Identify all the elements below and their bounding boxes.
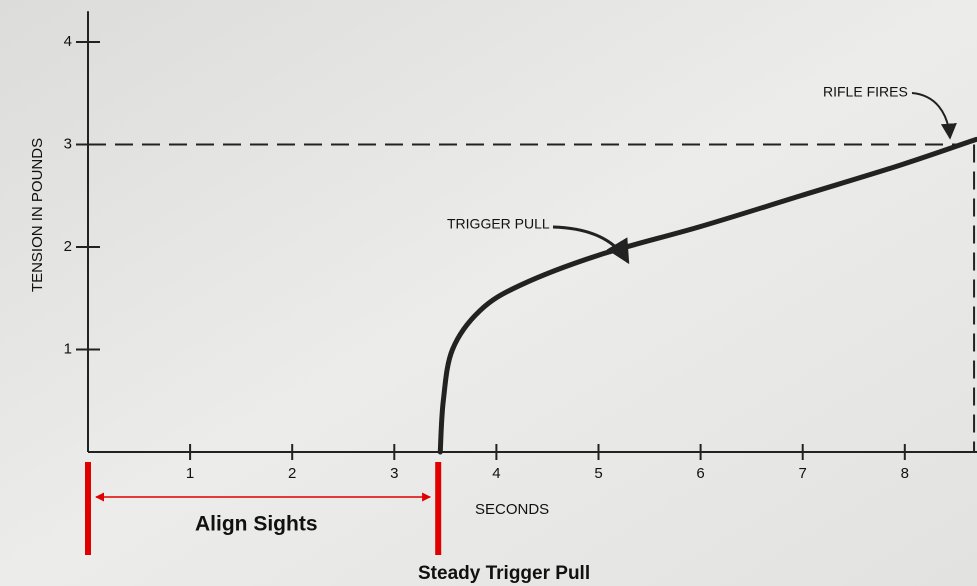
y-tick-label: 4 bbox=[64, 33, 72, 50]
x-tick-label: 1 bbox=[186, 465, 194, 482]
x-tick-label: 3 bbox=[390, 465, 398, 482]
x-axis-label: SECONDS bbox=[475, 501, 549, 518]
x-tick-label: 6 bbox=[696, 465, 704, 482]
x-tick-label: 5 bbox=[594, 465, 602, 482]
x-tick-label: 2 bbox=[288, 465, 296, 482]
y-tick-label: 3 bbox=[64, 135, 72, 152]
rifle-fires-label: RIFLE FIRES bbox=[823, 84, 908, 100]
y-axis-label: TENSION IN POUNDS bbox=[29, 138, 46, 292]
y-tick-label: 1 bbox=[64, 340, 72, 357]
steady-trigger-pull-label: Steady Trigger Pull bbox=[418, 563, 590, 584]
y-tick-label: 2 bbox=[64, 238, 72, 255]
chart: TENSION IN POUNDS SECONDS Align Sights S… bbox=[0, 0, 977, 586]
x-tick-label: 7 bbox=[799, 465, 807, 482]
x-tick-label: 4 bbox=[492, 465, 500, 482]
align-sights-label: Align Sights bbox=[195, 513, 318, 536]
page: {"chart_data": {"type": "line", "y_label… bbox=[0, 0, 977, 586]
trigger-pull-label: TRIGGER PULL bbox=[447, 216, 550, 232]
x-tick-label: 8 bbox=[901, 465, 909, 482]
